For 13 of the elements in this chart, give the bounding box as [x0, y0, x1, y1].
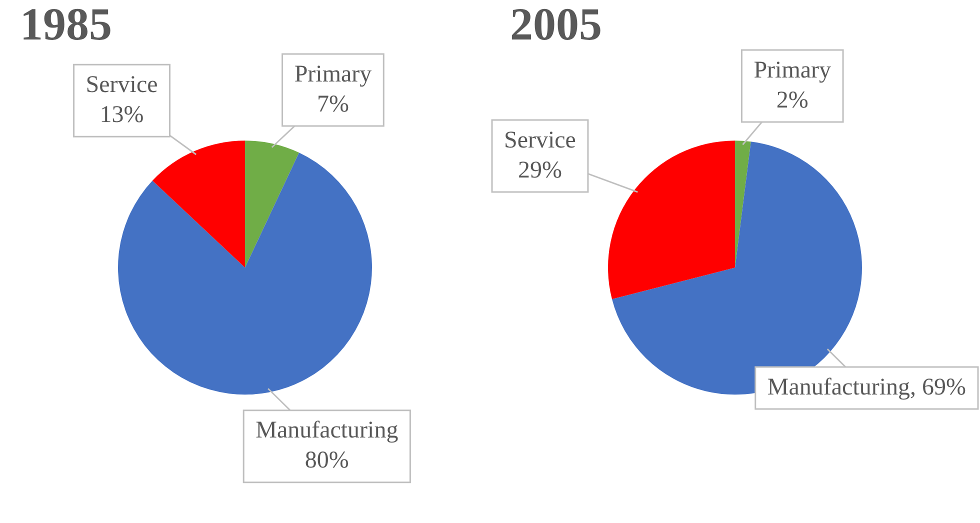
slice-label: Service — [86, 72, 158, 98]
slice-label: Manufacturing, 69% — [767, 374, 966, 400]
data-label: 7% — [316, 91, 349, 118]
data-label: 2% — [776, 87, 808, 114]
data-label: 80% — [304, 448, 349, 474]
slice-label: Service — [504, 127, 576, 154]
slice-label: Manufacturing — [256, 418, 398, 444]
chart-title: 1985 — [20, 0, 112, 50]
slice-label: Primary — [294, 61, 372, 88]
slice-label: Primary — [754, 57, 832, 84]
data-label: 29% — [518, 157, 562, 184]
data-label: 13% — [100, 102, 144, 128]
chart-title: 2005 — [510, 0, 602, 50]
